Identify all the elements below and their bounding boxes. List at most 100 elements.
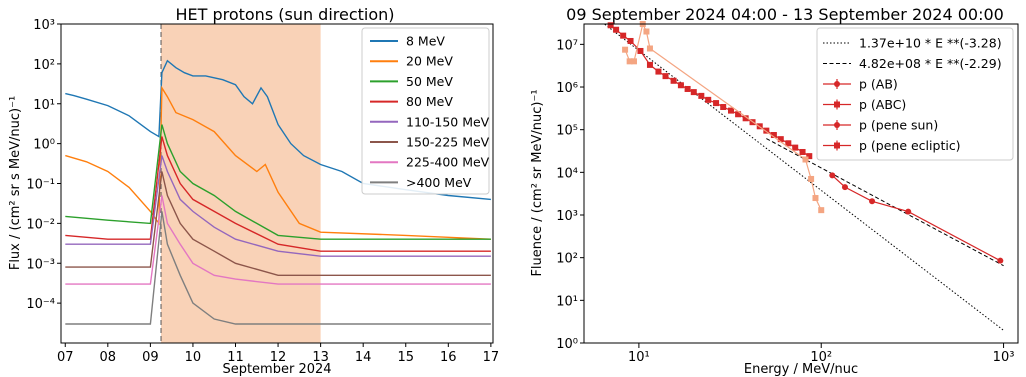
data-point — [808, 175, 815, 182]
series-line-400-mev — [65, 211, 491, 325]
series-line-150-225-mev — [65, 171, 491, 276]
data-point — [684, 85, 691, 92]
y-tick-label: 10³ — [33, 18, 55, 33]
y-tick-label: 10¹ — [33, 98, 55, 113]
x-tick-label: 10³ — [993, 350, 1015, 365]
x-tick-label: 08 — [100, 350, 117, 365]
data-point — [841, 184, 848, 191]
right-chart-title: 09 September 2024 04:00 - 13 September 2… — [566, 5, 1004, 24]
data-point — [713, 100, 720, 107]
x-tick-label: 11 — [227, 350, 244, 365]
legend-label-110-150-mev: 110-150 MeV — [406, 114, 490, 129]
left-x-axis-label: September 2024 — [222, 362, 331, 377]
series-line-20-mev — [65, 85, 491, 240]
data-point — [677, 82, 684, 89]
legend-label-p-pene-sun: p (pene sun) — [859, 118, 938, 133]
data-point — [869, 198, 876, 205]
data-point — [613, 26, 620, 33]
legend-label-p-ab: p (AB) — [859, 77, 898, 92]
data-point — [690, 89, 697, 96]
data-point — [802, 156, 809, 163]
data-point — [637, 47, 644, 54]
right-chart: 09 September 2024 04:00 - 13 September 2… — [530, 5, 1019, 377]
y-tick-label: 10¹ — [556, 294, 578, 309]
data-point — [829, 172, 836, 179]
data-point — [670, 77, 677, 84]
legend-label-80-mev: 80 MeV — [406, 94, 453, 109]
data-point — [735, 111, 742, 118]
data-point — [727, 107, 734, 114]
left-x-axis: 07 08 09 10 11 12 13 14 15 16 17 — [57, 343, 499, 365]
x-tick-label: 16 — [440, 350, 457, 365]
right-x-axis-label: Energy / MeV/nuc — [744, 362, 858, 377]
legend-label-400-mev: >400 MeV — [406, 175, 472, 190]
legend-label-225-400-mev: 225-400 MeV — [406, 155, 490, 170]
left-highlight-interval — [161, 24, 321, 343]
y-tick-label: 10⁰ — [556, 337, 578, 352]
x-tick-label: 10¹ — [628, 350, 650, 365]
right-plot-frame — [583, 23, 1019, 344]
data-point — [646, 45, 653, 52]
y-tick-label: 10⁻⁴ — [26, 297, 55, 312]
data-point — [785, 140, 792, 147]
data-point — [630, 58, 637, 65]
data-point — [662, 73, 669, 80]
legend-label-8-mev: 8 MeV — [406, 34, 445, 49]
data-point — [806, 153, 813, 160]
data-point — [698, 92, 705, 99]
y-tick-label: 10⁻² — [26, 217, 55, 232]
fit-line-2 — [766, 138, 1004, 267]
left-legend: 8 MeV 20 MeV 50 MeV 80 MeV 110-150 MeV 150-22… — [361, 27, 490, 195]
data-point — [799, 148, 806, 155]
series-line-110-150-mev — [65, 155, 491, 257]
y-tick-label: 10⁻¹ — [26, 178, 55, 193]
x-tick-label: 10 — [185, 350, 202, 365]
left-y-axis: 10⁻⁴ 10⁻³ 10⁻² 10⁻¹ 10⁰ 10¹ 10² 10³ — [26, 18, 61, 312]
y-tick-label: 10² — [556, 252, 578, 267]
y-tick-label: 10⁶ — [556, 81, 578, 96]
y-tick-label: 10⁵ — [556, 124, 578, 139]
legend-label-150-225-mev: 150-225 MeV — [406, 135, 490, 150]
y-tick-label: 10⁻³ — [26, 257, 55, 272]
legend-label-50-mev: 50 MeV — [406, 74, 453, 89]
right-y-axis-label: Fluence / (cm² sr MeV/nuc)⁻¹ — [530, 89, 545, 276]
legend-label-fit-2: 4.82e+08 * E **(-2.29) — [859, 56, 1002, 71]
x-tick-label: 07 — [57, 350, 74, 365]
y-tick-label: 10³ — [556, 209, 578, 224]
y-tick-label: 10² — [33, 58, 55, 73]
left-chart: HET protons (sun direction) 07 08 09 10 11 12… — [8, 5, 499, 377]
x-tick-label: 13 — [312, 350, 329, 365]
data-point — [620, 32, 627, 39]
series-line-50-mev — [65, 124, 491, 240]
data-point — [655, 68, 662, 75]
x-tick-label: 10² — [810, 350, 832, 365]
series-line-p-ab — [610, 24, 810, 157]
data-point — [763, 127, 770, 134]
x-tick-label: 14 — [355, 350, 372, 365]
left-chart-title: HET protons (sun direction) — [175, 5, 394, 24]
series-line-extra-6 — [624, 22, 822, 211]
left-y-axis-label: Flux / (cm² sr s MeV/nuc)⁻¹ — [8, 96, 23, 270]
x-tick-label: 12 — [270, 350, 287, 365]
x-tick-label: 15 — [397, 350, 414, 365]
legend-label-20-mev: 20 MeV — [406, 54, 453, 69]
right-y-axis: 10⁰ 10¹ 10² 10³ 10⁴ 10⁵ 10⁶ 10⁷ — [556, 38, 584, 352]
data-point — [627, 37, 634, 44]
data-point — [742, 115, 749, 122]
data-point — [646, 61, 653, 68]
data-point — [626, 58, 633, 65]
data-point — [777, 136, 784, 143]
right-legend: 1.37e+10 * E **(-3.28) 4.82e+08 * E **(-2… — [816, 27, 1014, 161]
legend-label-p-abc: p (ABC) — [859, 97, 906, 112]
data-point — [792, 144, 799, 151]
y-tick-label: 10⁰ — [33, 138, 55, 153]
data-point — [720, 104, 727, 111]
data-point — [705, 96, 712, 103]
series-line-225-400-mev — [65, 195, 491, 285]
left-series-group — [65, 59, 491, 325]
data-point — [643, 28, 650, 35]
data-point — [997, 257, 1004, 264]
data-point — [607, 22, 614, 29]
y-tick-label: 10⁷ — [556, 38, 578, 53]
